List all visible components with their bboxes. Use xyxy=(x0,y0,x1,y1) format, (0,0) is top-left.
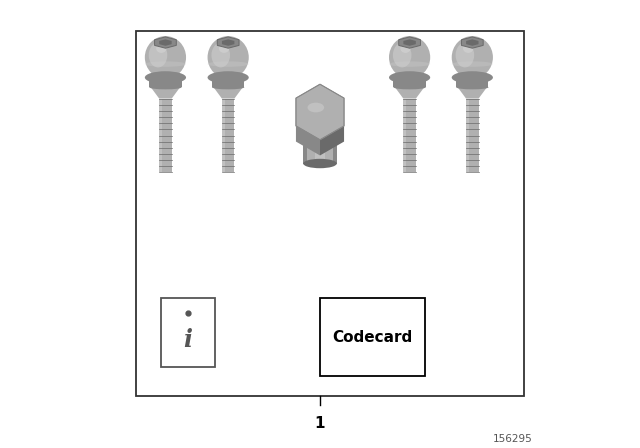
Text: 1: 1 xyxy=(315,416,325,431)
Bar xyxy=(212,78,244,87)
Text: 156295: 156295 xyxy=(493,434,532,444)
Ellipse shape xyxy=(207,71,249,84)
Polygon shape xyxy=(403,39,416,46)
Polygon shape xyxy=(151,87,180,99)
Polygon shape xyxy=(466,39,479,46)
Bar xyxy=(403,99,416,172)
Bar xyxy=(466,99,469,172)
Ellipse shape xyxy=(452,36,493,78)
Bar xyxy=(315,112,325,164)
Polygon shape xyxy=(155,37,176,48)
Bar xyxy=(149,78,182,87)
Bar xyxy=(403,99,406,172)
Bar xyxy=(333,112,337,164)
Ellipse shape xyxy=(393,43,412,67)
Ellipse shape xyxy=(303,107,337,116)
Ellipse shape xyxy=(212,86,244,89)
Polygon shape xyxy=(296,84,320,114)
Ellipse shape xyxy=(145,71,186,84)
Ellipse shape xyxy=(394,76,426,79)
Ellipse shape xyxy=(145,36,186,78)
Ellipse shape xyxy=(456,86,488,89)
Bar xyxy=(466,99,479,172)
Ellipse shape xyxy=(463,44,474,53)
Polygon shape xyxy=(461,37,483,48)
Ellipse shape xyxy=(219,44,229,53)
Bar xyxy=(222,99,225,172)
Ellipse shape xyxy=(452,61,493,67)
Ellipse shape xyxy=(156,44,166,53)
Polygon shape xyxy=(458,87,487,99)
Bar xyxy=(456,78,488,87)
Polygon shape xyxy=(218,37,239,48)
Ellipse shape xyxy=(401,44,411,53)
Polygon shape xyxy=(214,87,243,99)
Polygon shape xyxy=(159,39,172,46)
Ellipse shape xyxy=(389,61,430,67)
Bar xyxy=(222,99,234,172)
Text: i: i xyxy=(183,327,193,352)
Polygon shape xyxy=(296,126,320,155)
Polygon shape xyxy=(399,37,420,48)
Ellipse shape xyxy=(394,86,426,89)
Ellipse shape xyxy=(149,86,182,89)
Ellipse shape xyxy=(145,61,186,67)
Ellipse shape xyxy=(389,36,430,78)
Text: Codecard: Codecard xyxy=(333,330,413,345)
Bar xyxy=(159,99,163,172)
Bar xyxy=(161,298,215,367)
Polygon shape xyxy=(296,84,344,140)
Ellipse shape xyxy=(456,43,474,67)
Ellipse shape xyxy=(303,159,337,168)
Ellipse shape xyxy=(212,76,244,79)
Ellipse shape xyxy=(149,76,182,79)
Polygon shape xyxy=(320,126,344,155)
Ellipse shape xyxy=(307,103,324,112)
Ellipse shape xyxy=(456,76,488,79)
Ellipse shape xyxy=(148,43,167,67)
Bar xyxy=(320,298,425,376)
Ellipse shape xyxy=(207,61,249,67)
Bar xyxy=(136,31,524,396)
Ellipse shape xyxy=(211,43,230,67)
Polygon shape xyxy=(395,87,424,99)
Ellipse shape xyxy=(389,71,430,84)
Polygon shape xyxy=(320,84,344,114)
Bar xyxy=(394,78,426,87)
Bar xyxy=(303,112,337,164)
Ellipse shape xyxy=(452,71,493,84)
Polygon shape xyxy=(222,39,234,46)
Bar xyxy=(303,112,307,164)
Ellipse shape xyxy=(207,36,249,78)
Bar xyxy=(159,99,172,172)
